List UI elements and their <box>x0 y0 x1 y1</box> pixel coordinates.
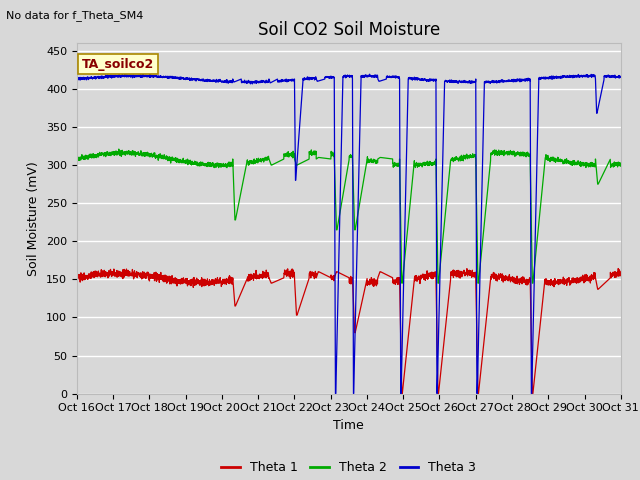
Theta 1 <box>501 278 509 284</box>
Theta 2 <box>184 159 192 165</box>
Theta 1 <box>184 278 192 284</box>
X-axis label: Time: Time <box>333 419 364 432</box>
Theta 2 <box>419 162 426 168</box>
Theta 3 <box>184 76 192 82</box>
Y-axis label: Soil Moisture (mV): Soil Moisture (mV) <box>28 161 40 276</box>
Theta 1 <box>617 273 625 278</box>
Line: Theta 1: Theta 1 <box>77 268 621 394</box>
Theta 2 <box>398 280 406 286</box>
Theta 2 <box>534 228 542 234</box>
Theta 1 <box>398 391 406 396</box>
Theta 2 <box>467 152 474 158</box>
Line: Theta 2: Theta 2 <box>77 149 621 283</box>
Theta 2 <box>611 162 619 168</box>
Theta 3 <box>534 114 542 120</box>
Text: TA_soilco2: TA_soilco2 <box>82 58 154 71</box>
Theta 3 <box>419 77 426 83</box>
Theta 2 <box>617 161 625 167</box>
Theta 3 <box>467 79 474 85</box>
Theta 1 <box>534 344 541 350</box>
Legend: Theta 1, Theta 2, Theta 3: Theta 1, Theta 2, Theta 3 <box>216 456 481 479</box>
Theta 1 <box>419 272 426 277</box>
Title: Soil CO2 Soil Moisture: Soil CO2 Soil Moisture <box>258 21 440 39</box>
Theta 3 <box>73 76 81 82</box>
Line: Theta 3: Theta 3 <box>77 74 621 394</box>
Theta 3 <box>617 74 625 80</box>
Theta 3 <box>332 391 339 396</box>
Theta 2 <box>73 157 81 163</box>
Theta 3 <box>611 74 619 80</box>
Theta 1 <box>467 268 474 274</box>
Theta 2 <box>502 150 509 156</box>
Theta 2 <box>115 146 123 152</box>
Theta 1 <box>614 265 622 271</box>
Theta 1 <box>73 272 81 277</box>
Theta 3 <box>366 72 374 77</box>
Theta 3 <box>502 78 509 84</box>
Theta 1 <box>611 271 619 277</box>
Text: No data for f_Theta_SM4: No data for f_Theta_SM4 <box>6 10 144 21</box>
